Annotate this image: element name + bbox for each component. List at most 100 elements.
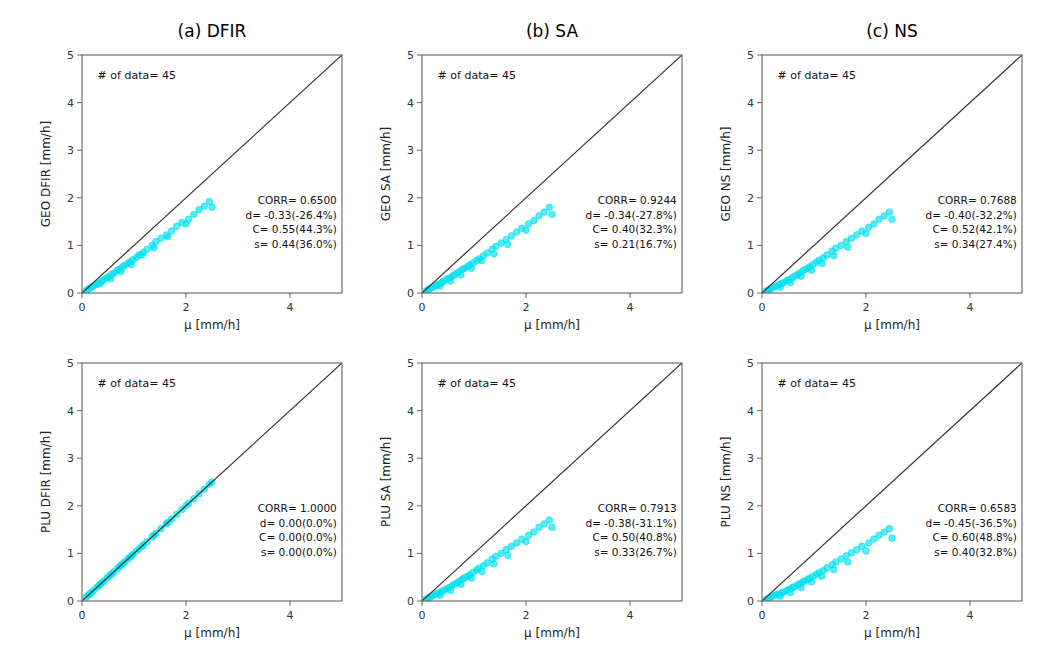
scatter-point — [808, 579, 815, 586]
y-axis-label: GEO SA [mm/h] — [379, 127, 393, 221]
scatter-point — [523, 538, 530, 545]
scatter-point — [549, 524, 556, 531]
plot-area — [82, 363, 342, 601]
plot-area — [762, 363, 1022, 601]
scatter-point — [458, 272, 465, 279]
y-tick — [417, 197, 422, 198]
y-tick — [417, 505, 422, 506]
x-tick-label: 4 — [287, 301, 294, 314]
x-tick-label: 0 — [419, 609, 426, 622]
y-tick — [417, 410, 422, 411]
plot-marks — [762, 363, 1022, 601]
y-tick-label: 5 — [747, 357, 754, 370]
y-tick-label: 1 — [67, 547, 74, 560]
y-tick-label: 2 — [67, 500, 74, 513]
stats-annotation: CORR= 0.7913 — [598, 502, 677, 514]
stats-annotation: s= 0.33(26.7%) — [594, 546, 677, 558]
y-tick — [77, 601, 82, 602]
x-tick — [630, 601, 631, 606]
x-tick-label: 0 — [79, 301, 86, 314]
x-tick-label: 0 — [419, 301, 426, 314]
y-tick — [417, 553, 422, 554]
x-axis-label: μ [mm/h] — [864, 626, 920, 640]
stats-annotation: C= 0.55(44.3%) — [252, 223, 336, 235]
y-tick-label: 2 — [407, 192, 414, 205]
plot-area — [422, 363, 682, 601]
reference-line — [422, 363, 682, 601]
y-tick — [417, 293, 422, 294]
y-tick-label: 1 — [407, 239, 414, 252]
x-tick — [422, 601, 423, 606]
stats-annotation: C= 0.52(42.1%) — [932, 223, 1016, 235]
stats-annotation: s= 0.00(0.0%) — [261, 546, 337, 558]
y-tick-label: 2 — [407, 500, 414, 513]
plot-marks — [762, 55, 1022, 293]
x-tick-label: 0 — [79, 609, 86, 622]
y-tick — [417, 458, 422, 459]
scatter-point — [165, 234, 172, 241]
scatter-point — [777, 593, 784, 600]
scatter-point — [830, 253, 837, 260]
y-tick-label: 3 — [407, 144, 414, 157]
scatter-point — [191, 211, 198, 218]
x-tick — [762, 293, 763, 298]
scatter-point — [549, 211, 556, 218]
stats-annotation: CORR= 1.0000 — [258, 502, 337, 514]
reference-line — [82, 363, 342, 601]
x-tick — [630, 293, 631, 298]
stats-annotation: s= 0.21(16.7%) — [594, 238, 677, 250]
scatter-point — [886, 525, 893, 532]
scatter-point — [798, 584, 805, 591]
scatter-point — [505, 552, 512, 559]
plot-marks — [422, 55, 682, 293]
reference-line — [762, 55, 1022, 293]
y-tick — [757, 363, 762, 364]
y-tick — [77, 102, 82, 103]
count-annotation: # of data= 45 — [98, 377, 176, 390]
scatter-point — [787, 279, 794, 286]
plot-area — [82, 55, 342, 293]
scatter-point — [139, 252, 146, 259]
scatter-point — [546, 517, 553, 524]
panel: 024012345μ [mm/h]GEO SA [mm/h](b) SA# of… — [379, 21, 682, 332]
y-tick-label: 4 — [407, 405, 414, 418]
plot-marks — [82, 55, 342, 293]
x-axis-label: μ [mm/h] — [864, 318, 920, 332]
y-tick-label: 4 — [747, 405, 754, 418]
scatter-point — [863, 230, 870, 237]
scatter-point — [437, 283, 444, 290]
x-tick — [526, 293, 527, 298]
x-tick — [82, 601, 83, 606]
scatter-point — [819, 260, 826, 267]
scatter-point — [490, 251, 497, 258]
scatter-point — [845, 559, 852, 566]
scatter-point — [830, 566, 837, 573]
x-tick-label: 2 — [183, 609, 190, 622]
scatter-point — [468, 265, 475, 272]
y-tick — [757, 553, 762, 554]
scatter-point — [808, 267, 815, 274]
y-tick — [417, 363, 422, 364]
stats-annotation: d= 0.00(0.0%) — [260, 517, 337, 529]
plot-frame — [82, 55, 342, 293]
panel: 024012345μ [mm/h]PLU DFIR [mm/h]# of dat… — [39, 357, 342, 640]
y-tick — [757, 293, 762, 294]
plot-frame — [762, 363, 1022, 601]
y-tick — [757, 102, 762, 103]
scatter-point — [128, 261, 135, 268]
plot-frame — [422, 55, 682, 293]
y-tick-label: 1 — [747, 239, 754, 252]
x-tick-label: 0 — [759, 609, 766, 622]
y-tick — [77, 363, 82, 364]
x-tick — [422, 293, 423, 298]
y-tick — [77, 553, 82, 554]
stats-annotation: C= 0.00(0.0%) — [259, 531, 337, 543]
x-tick-label: 4 — [287, 609, 294, 622]
y-tick-label: 0 — [747, 595, 754, 608]
stats-annotation: s= 0.40(32.8%) — [934, 546, 1017, 558]
x-tick — [970, 293, 971, 298]
y-tick-label: 0 — [67, 595, 74, 608]
stats-annotation: s= 0.34(27.4%) — [934, 238, 1017, 250]
y-tick — [77, 410, 82, 411]
x-tick-label: 2 — [523, 301, 530, 314]
